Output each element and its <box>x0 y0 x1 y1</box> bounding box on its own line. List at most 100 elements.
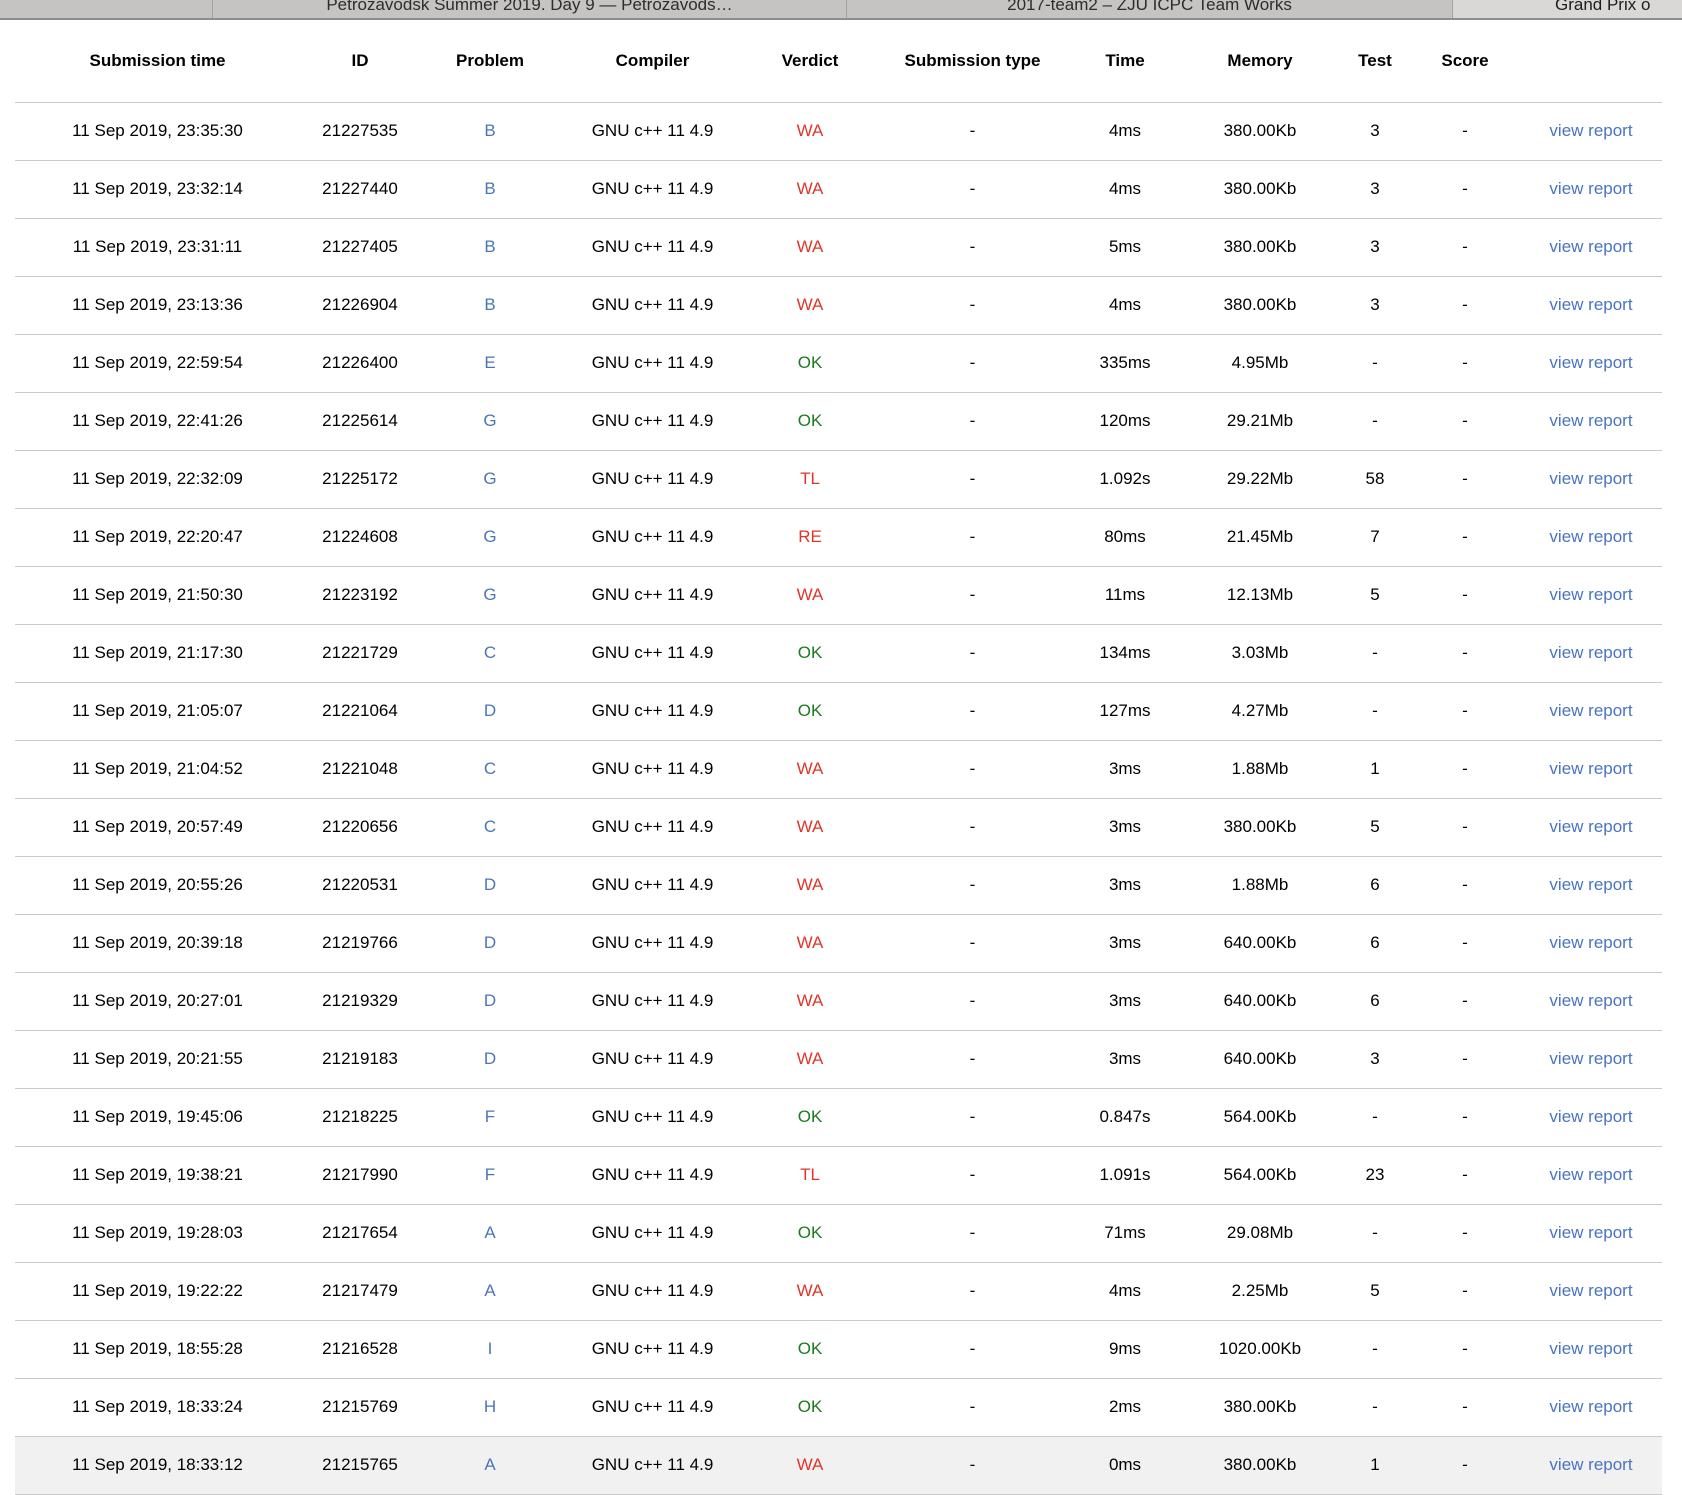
view-report-link[interactable]: view report <box>1549 1049 1633 1068</box>
submission-time-cell: 11 Sep 2019, 20:57:49 <box>72 817 243 836</box>
column-header-submission-type: Submission type <box>904 50 1041 70</box>
test-cell: 23 <box>1365 1165 1385 1184</box>
problem-link[interactable]: D <box>483 1049 497 1068</box>
submission-time-cell: 11 Sep 2019, 19:45:06 <box>72 1107 243 1126</box>
problem-link[interactable]: A <box>484 1223 496 1242</box>
problem-link[interactable]: E <box>484 353 496 372</box>
submission-type-cell: - <box>969 817 976 836</box>
view-report-link[interactable]: view report <box>1549 585 1633 604</box>
browser-tab-petrozavodsk-day9[interactable]: Petrozavodsk Summer 2019. Day 9 — Petroz… <box>212 0 846 18</box>
problem-link[interactable]: C <box>483 643 497 662</box>
score-cell: - <box>1462 759 1468 778</box>
view-report-link[interactable]: view report <box>1549 991 1633 1010</box>
time-cell: 2ms <box>1108 1397 1142 1416</box>
view-report-link[interactable]: view report <box>1549 1281 1633 1300</box>
view-report-link[interactable]: view report <box>1549 1455 1633 1474</box>
view-report-link[interactable]: view report <box>1549 643 1633 662</box>
verdict-cell: OK <box>797 1107 823 1126</box>
view-report-cell: view report <box>1520 334 1662 392</box>
problem-link[interactable]: G <box>483 411 497 430</box>
memory-cell: 380.00Kb <box>1223 121 1297 140</box>
problem-link[interactable]: D <box>483 701 497 720</box>
column-header-test: Test <box>1358 50 1392 70</box>
verdict-cell: WA <box>796 759 824 778</box>
memory-cell: 1020.00Kb <box>1218 1339 1302 1358</box>
submission-type-cell: - <box>969 585 976 604</box>
problem-link[interactable]: C <box>483 817 497 836</box>
problem-link[interactable]: H <box>483 1397 497 1416</box>
view-report-link[interactable]: view report <box>1549 353 1633 372</box>
view-report-link[interactable]: view report <box>1549 179 1633 198</box>
problem-link[interactable]: I <box>487 1339 493 1358</box>
submission-id-cell: 21220656 <box>322 817 398 836</box>
problem-link[interactable]: D <box>483 933 497 952</box>
problem-link[interactable]: B <box>484 237 496 256</box>
time-cell: 335ms <box>1099 353 1151 372</box>
view-report-link[interactable]: view report <box>1549 1397 1633 1416</box>
view-report-link[interactable]: view report <box>1549 411 1633 430</box>
view-report-link[interactable]: view report <box>1549 295 1633 314</box>
memory-cell: 640.00Kb <box>1223 991 1297 1010</box>
problem-link[interactable]: D <box>483 991 497 1010</box>
problem-link[interactable]: C <box>483 759 497 778</box>
browser-tab-leftmost-partial[interactable] <box>0 0 212 18</box>
problem-link[interactable]: G <box>483 585 497 604</box>
submission-id-cell: 21223192 <box>322 585 398 604</box>
view-report-link[interactable]: view report <box>1549 237 1633 256</box>
problem-link[interactable]: A <box>484 1281 496 1300</box>
compiler-cell: GNU c++ 11 4.9 <box>591 295 714 314</box>
view-report-link[interactable]: view report <box>1549 817 1633 836</box>
view-report-link[interactable]: view report <box>1549 1223 1633 1242</box>
submission-row: 11 Sep 2019, 19:22:22 21217479 A GNU c++… <box>15 1262 1662 1320</box>
column-header-compiler: Compiler <box>615 50 690 70</box>
view-report-link[interactable]: view report <box>1549 759 1633 778</box>
problem-link[interactable]: F <box>484 1165 496 1184</box>
problem-link[interactable]: B <box>484 295 496 314</box>
verdict-cell: WA <box>796 991 824 1010</box>
submission-type-cell: - <box>969 527 976 546</box>
view-report-link[interactable]: view report <box>1549 875 1633 894</box>
browser-tab-grand-prix-active[interactable]: Grand Prix o <box>1452 0 1682 18</box>
submission-row: 11 Sep 2019, 21:50:30 21223192 G GNU c++… <box>15 566 1662 624</box>
verdict-cell: WA <box>796 121 824 140</box>
submission-time-cell: 11 Sep 2019, 21:50:30 <box>72 585 243 604</box>
test-cell: 3 <box>1370 237 1380 256</box>
problem-link[interactable]: F <box>484 1107 496 1126</box>
view-report-link[interactable]: view report <box>1549 121 1633 140</box>
submission-type-cell: - <box>969 1223 976 1242</box>
submission-type-cell: - <box>969 353 976 372</box>
submission-type-cell: - <box>969 411 976 430</box>
view-report-link[interactable]: view report <box>1549 527 1633 546</box>
view-report-link[interactable]: view report <box>1549 701 1633 720</box>
problem-link[interactable]: D <box>483 875 497 894</box>
problem-link[interactable]: B <box>484 179 496 198</box>
compiler-cell: GNU c++ 11 4.9 <box>591 121 714 140</box>
browser-tab-zju-icpc-team-works[interactable]: 2017-team2 – ZJU ICPC Team Works <box>846 0 1452 18</box>
view-report-link[interactable]: view report <box>1549 933 1633 952</box>
submission-row: 11 Sep 2019, 18:55:28 21216528 I GNU c++… <box>15 1320 1662 1378</box>
view-report-link[interactable]: view report <box>1549 1339 1633 1358</box>
view-report-cell: view report <box>1520 102 1662 160</box>
problem-link[interactable]: A <box>484 1455 496 1474</box>
view-report-cell: view report <box>1520 218 1662 276</box>
problem-link[interactable]: B <box>484 121 496 140</box>
submission-row: 11 Sep 2019, 20:55:26 21220531 D GNU c++… <box>15 856 1662 914</box>
view-report-link[interactable]: view report <box>1549 1107 1633 1126</box>
submission-type-cell: - <box>969 179 976 198</box>
view-report-link[interactable]: view report <box>1549 469 1633 488</box>
problem-link[interactable]: G <box>483 527 497 546</box>
memory-cell: 380.00Kb <box>1223 1455 1297 1474</box>
verdict-cell: WA <box>796 295 824 314</box>
submission-id-cell: 21221064 <box>322 701 398 720</box>
time-cell: 120ms <box>1099 411 1151 430</box>
submission-id-cell: 21227405 <box>322 237 398 256</box>
memory-cell: 29.08Mb <box>1226 1223 1294 1242</box>
time-cell: 134ms <box>1099 643 1151 662</box>
problem-link[interactable]: G <box>483 469 497 488</box>
test-cell: - <box>1372 1223 1378 1242</box>
submission-type-cell: - <box>969 1107 976 1126</box>
submission-id-cell: 21217990 <box>322 1165 398 1184</box>
time-cell: 4ms <box>1108 179 1142 198</box>
view-report-link[interactable]: view report <box>1549 1165 1633 1184</box>
compiler-cell: GNU c++ 11 4.9 <box>591 1223 714 1242</box>
